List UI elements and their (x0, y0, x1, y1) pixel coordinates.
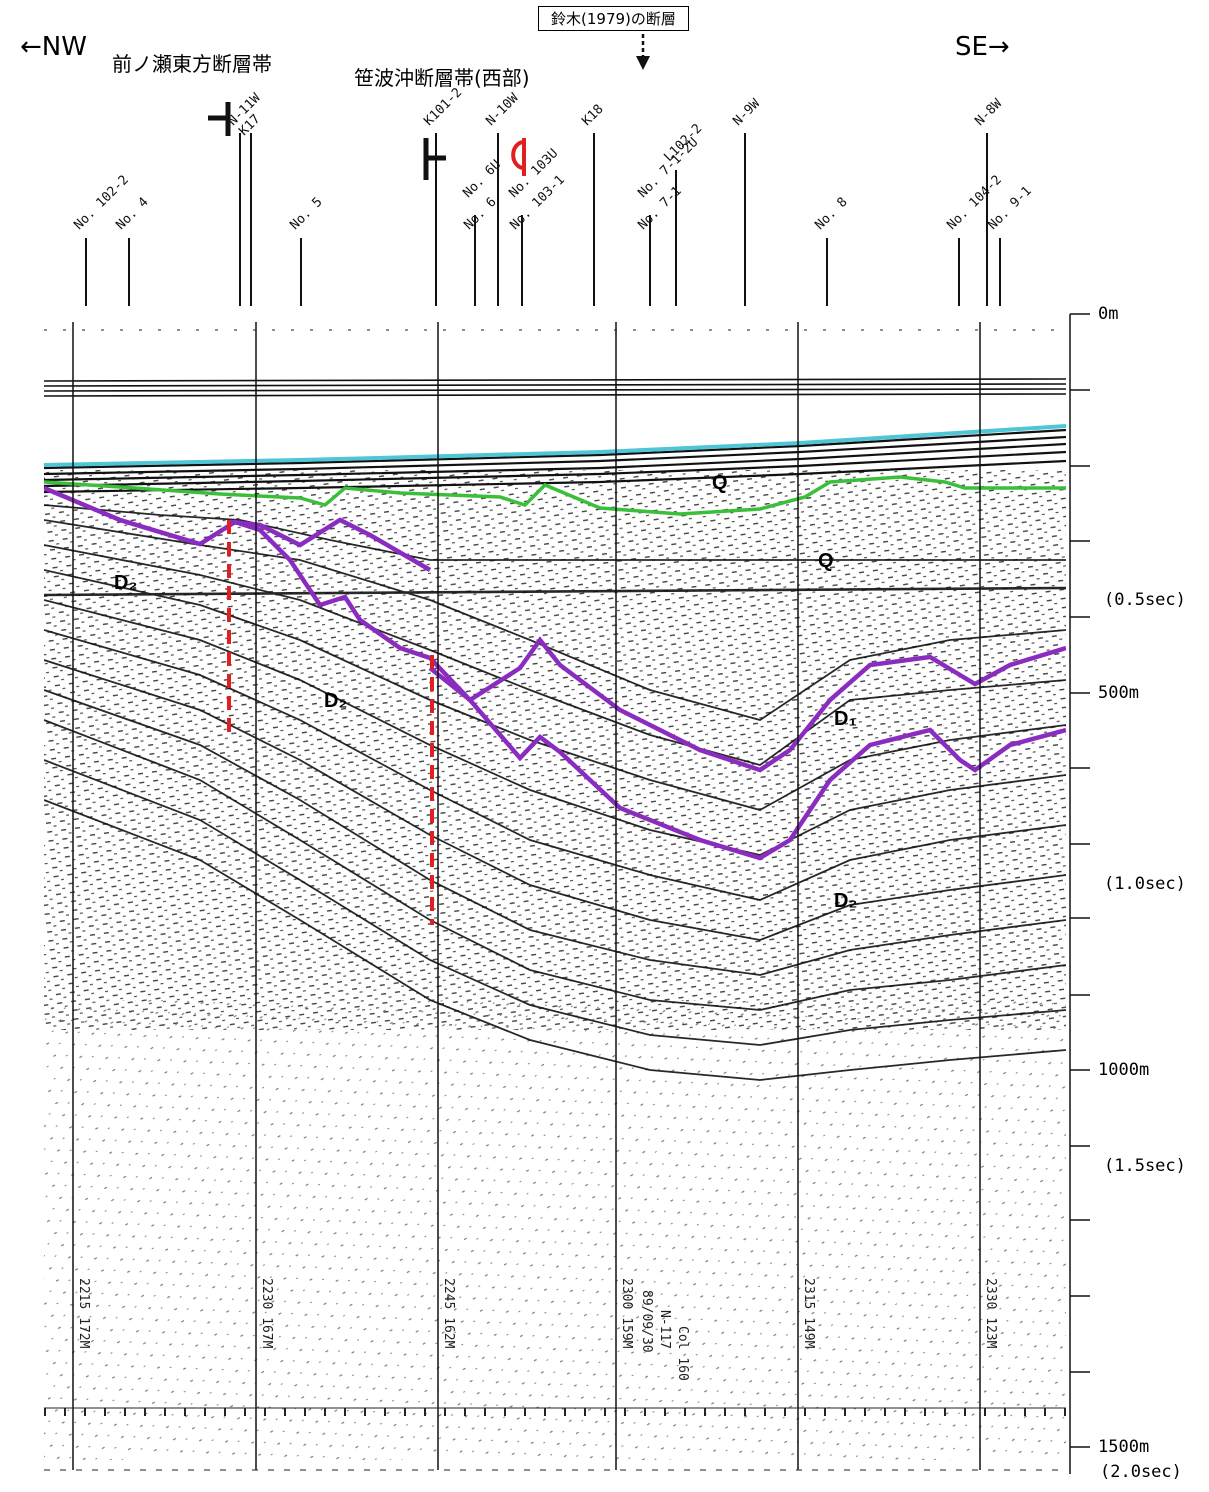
water-bottom-bands (44, 378, 1066, 397)
fault-symbol-n10w (511, 138, 526, 176)
direction-nw: ←NW (20, 32, 87, 62)
record-stamp: 89/09/30 (639, 1290, 654, 1353)
recorder-lines (72, 322, 981, 1470)
lower-purple-horizon (428, 666, 1066, 861)
deep-reflectors (44, 504, 1066, 1081)
depth-label-0m: 0m (1098, 304, 1119, 324)
unit-label-d2: D₂ (114, 572, 138, 594)
depth-label-1500m: 1500m (1098, 1437, 1150, 1457)
unit-label-d2: D₂ (834, 890, 858, 912)
record-stamp: Col 160 (675, 1326, 690, 1381)
upper-purple-horizon-crest (229, 517, 432, 572)
record-stamp: 2230 167M (259, 1278, 274, 1349)
depth-label-500m: 500m (1098, 683, 1139, 703)
fault-symbol-west (208, 102, 231, 136)
upper-purple-horizon (44, 485, 1066, 773)
record-stamp: 2245 162M (441, 1278, 456, 1349)
timing-marks (44, 329, 1066, 1471)
unit-label-d1: D₁ (834, 708, 857, 730)
fault-zone-sasanami-label: 笹波沖断層帯(西部) (354, 66, 530, 90)
time-label-1-0sec: (1.0sec) (1104, 874, 1186, 894)
time-label-1-5sec: (1.5sec) (1104, 1156, 1186, 1176)
fault-symbol-sasanami (423, 138, 446, 180)
suzuki-fault-arrowhead (636, 56, 650, 70)
deep-noise-texture (44, 1000, 1066, 1460)
record-stamp: N-117 (657, 1310, 672, 1350)
suzuki-fault-label: 鈴木(1979)の断層 (538, 6, 689, 31)
seafloor-horizon (44, 424, 1066, 467)
unit-label-d2: D₂ (324, 690, 348, 712)
well-ticks (85, 133, 1001, 306)
fault-zone-west-label: 前ノ瀬東方断層帯 (112, 52, 272, 76)
record-stamp: 2315 149M (801, 1278, 816, 1349)
time-label-0-5sec: (0.5sec) (1104, 590, 1186, 610)
depth-scale-axis (1069, 313, 1090, 1474)
shallow-reflectors (44, 428, 1066, 494)
record-stamp: 2330 123M (983, 1278, 998, 1349)
unit-label-q: Q (818, 550, 834, 572)
record-stamp: 2215 172M (76, 1278, 91, 1349)
depth-label-1000m: 1000m (1098, 1060, 1150, 1080)
unit-label-q: Q (712, 472, 728, 494)
record-stamp: 2300 159M (619, 1278, 634, 1349)
time-label-2-0sec: (2.0sec) (1100, 1462, 1182, 1482)
direction-se: SE→ (955, 32, 1010, 62)
q-base-horizon (44, 475, 1066, 516)
